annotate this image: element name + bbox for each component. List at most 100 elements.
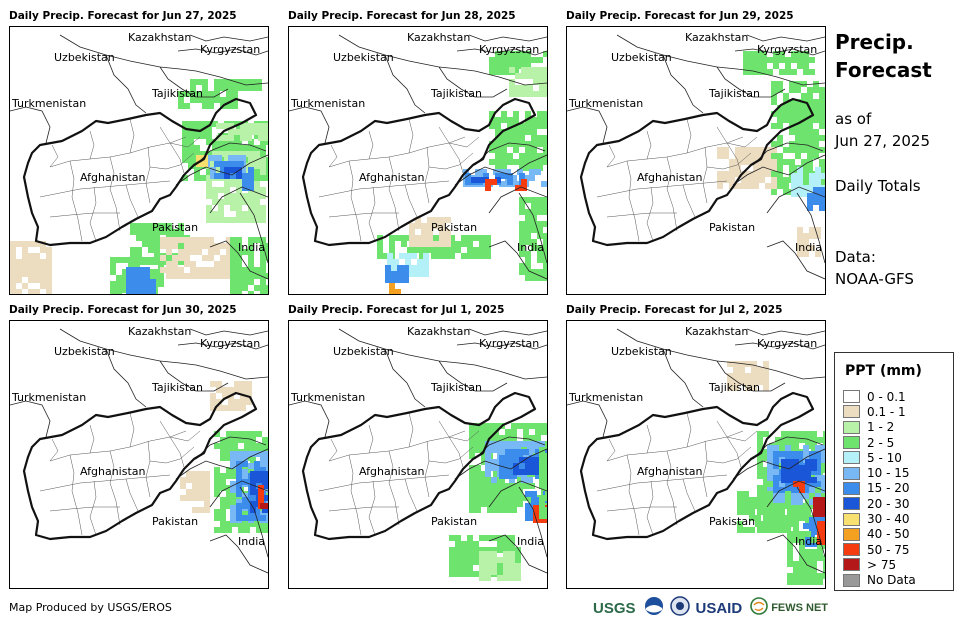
precip-cell	[266, 249, 268, 255]
precip-cell	[491, 477, 497, 483]
precip-cell	[232, 431, 238, 437]
precip-cell	[232, 161, 238, 167]
precip-cell	[499, 489, 505, 495]
precip-cell	[525, 457, 531, 463]
precip-cell	[222, 123, 228, 129]
precip-cell	[230, 463, 236, 469]
precip-cell	[519, 159, 525, 165]
precip-cell	[461, 565, 467, 571]
precip-cell	[136, 229, 142, 235]
precip-cell	[196, 249, 202, 255]
precip-cell	[767, 521, 773, 527]
precip-cell	[777, 135, 783, 141]
legend-item: 15 - 20	[843, 481, 916, 496]
precip-cell	[226, 521, 232, 527]
precip-cell	[757, 367, 763, 373]
precip-cell	[236, 205, 242, 211]
precip-cell	[767, 475, 773, 481]
precip-cell	[230, 193, 236, 199]
precip-cell	[469, 495, 475, 501]
precip-cell	[777, 171, 783, 177]
precip-cell	[785, 57, 791, 63]
precip-cell	[172, 229, 178, 235]
precip-cell	[240, 387, 246, 393]
precip-cell	[787, 555, 793, 561]
precip-cell	[767, 451, 773, 457]
precip-cell	[242, 279, 248, 285]
precip-cell	[266, 243, 268, 249]
precip-cell	[46, 247, 52, 253]
precip-cell	[190, 97, 196, 103]
legend-item: 1 - 2	[843, 420, 916, 435]
precip-cell	[537, 257, 543, 263]
province-border	[666, 156, 678, 232]
precip-cell	[224, 173, 230, 179]
precip-cell	[479, 535, 485, 541]
precip-cell	[813, 503, 819, 509]
precip-cell	[228, 123, 234, 129]
precip-cell	[807, 123, 813, 129]
precip-cell	[773, 451, 779, 457]
precip-cell	[206, 133, 212, 139]
precip-cell	[222, 387, 228, 393]
precip-cell	[266, 157, 268, 163]
precip-cell	[178, 249, 184, 255]
precip-cell	[180, 495, 186, 501]
precip-cell	[773, 57, 779, 63]
precip-cell	[204, 471, 210, 477]
precip-cell	[505, 473, 511, 479]
precip-cell	[539, 477, 545, 483]
precip-cell	[509, 541, 515, 547]
precip-cell	[523, 483, 529, 489]
precip-cell	[733, 385, 739, 391]
precip-cell	[160, 229, 166, 235]
precip-cell	[148, 241, 154, 247]
precip-cell	[537, 227, 543, 233]
precip-cell	[260, 217, 266, 223]
precip-cell	[727, 373, 733, 379]
precip-cell	[178, 229, 184, 235]
precip-cell	[511, 175, 517, 181]
precip-cell	[785, 445, 791, 451]
precip-cell	[242, 249, 248, 255]
precip-cell	[415, 241, 421, 247]
precip-cell	[160, 259, 166, 265]
precip-cell	[254, 237, 260, 243]
precip-cell	[481, 453, 487, 459]
precip-cell	[214, 479, 220, 485]
precip-cell	[212, 199, 218, 205]
precip-cell	[773, 51, 779, 57]
precip-cell	[250, 483, 256, 489]
precip-cell	[753, 171, 759, 177]
precip-cell	[793, 573, 799, 579]
precip-cell	[499, 455, 505, 461]
precip-cell	[236, 249, 242, 255]
country-border	[209, 480, 268, 508]
precip-cell	[254, 175, 260, 181]
precip-cell	[427, 217, 433, 223]
precip-cell	[735, 183, 741, 189]
precip-cell	[222, 393, 228, 399]
precip-cell	[190, 249, 196, 255]
precip-cell	[132, 267, 138, 273]
precip-cell	[531, 57, 537, 63]
precip-cell	[411, 253, 417, 259]
precip-cell	[535, 449, 541, 455]
precip-cell	[741, 147, 747, 153]
panel-title-4: Daily Precip. Forecast for Jun 30, 2025	[9, 304, 237, 316]
precip-cell	[377, 241, 383, 247]
precip-cell	[242, 461, 248, 467]
precip-cell	[220, 161, 226, 167]
precip-cell	[545, 477, 547, 483]
country-border	[384, 348, 426, 408]
precip-cell	[411, 271, 417, 277]
precip-cell	[483, 173, 489, 179]
precip-cell	[224, 139, 230, 145]
precip-cell	[543, 245, 547, 251]
precip-cell	[234, 129, 240, 135]
precip-cell	[160, 223, 166, 229]
precip-cell	[248, 185, 254, 191]
legend-label: 50 - 75	[867, 542, 910, 557]
precip-cell	[747, 171, 753, 177]
precip-cell	[154, 235, 160, 241]
